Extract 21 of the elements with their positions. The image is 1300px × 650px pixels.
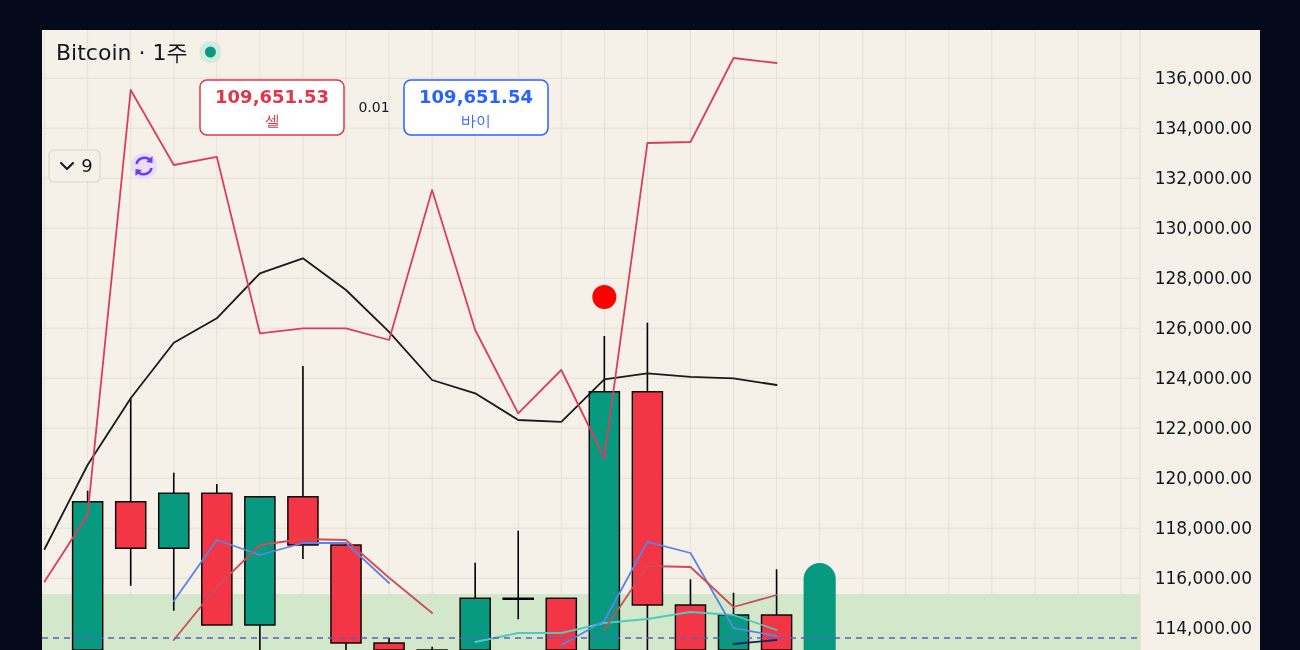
y-tick-label: 122,000.00	[1154, 418, 1252, 439]
annotation: 109,651.54	[419, 86, 533, 107]
y-tick-label: 118,000.00	[1154, 518, 1252, 539]
y-tick-label: 126,000.00	[1154, 318, 1252, 339]
y-tick-label: 136,000.00	[1154, 68, 1252, 89]
y-tick-label: 124,000.00	[1154, 368, 1252, 389]
candlestick	[416, 645, 448, 650]
text: Bitcoin · 1주	[56, 40, 189, 65]
annotation: 0.01	[358, 99, 390, 115]
y-tick-label: 114,000.00	[1154, 618, 1252, 639]
annotation: 바이	[461, 112, 491, 130]
annotation: 9	[81, 155, 93, 176]
annotation: 셀	[264, 112, 280, 130]
annotation: 109,651.53	[215, 86, 329, 107]
y-tick-label: 116,000.00	[1154, 568, 1252, 589]
line-series	[43, 257, 778, 550]
y-tick-label: 130,000.00	[1154, 218, 1252, 239]
y-tick-label: 134,000.00	[1154, 118, 1252, 139]
y-tick-label: 128,000.00	[1154, 268, 1252, 289]
y-tick-label: 120,000.00	[1154, 468, 1252, 489]
y-tick-label: 132,000.00	[1154, 168, 1252, 189]
